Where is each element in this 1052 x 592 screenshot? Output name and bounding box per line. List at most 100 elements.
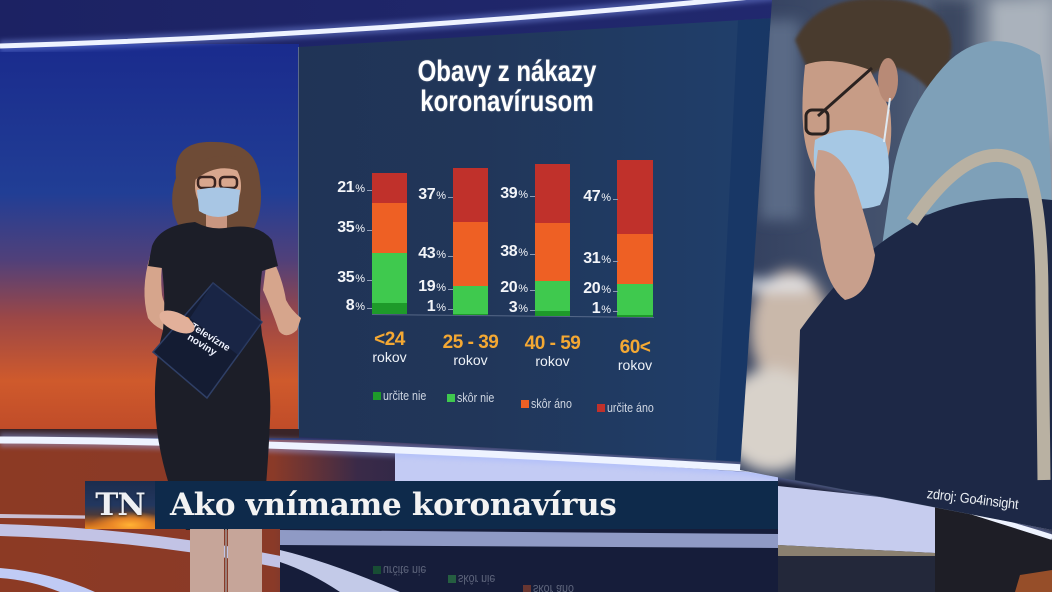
legend-item: skôr nie <box>447 391 503 405</box>
label-tick <box>530 254 535 256</box>
chart-title-line1: Obavy z nákazy <box>417 55 597 88</box>
chart-title-line2: koronavírusom <box>420 85 594 118</box>
category-label: 25 - 39 rokov <box>426 333 516 368</box>
value-number: 31 <box>583 249 601 267</box>
value-number: 39 <box>500 184 518 202</box>
channel-logo: TN <box>85 481 155 529</box>
label-tick <box>367 308 372 309</box>
bar-segment <box>453 168 488 223</box>
legend-swatch <box>373 566 381 574</box>
category-age: <24 <box>374 329 405 350</box>
bar-segment <box>372 203 407 253</box>
legend-item-reflection: skôr áno <box>523 582 583 592</box>
bar-segment <box>372 252 407 303</box>
category-label: <24 rokov <box>345 330 435 365</box>
legend-item-reflection: skôr nie <box>448 572 504 587</box>
percent-sign: % <box>355 223 365 236</box>
value-number: 1 <box>426 298 436 315</box>
legend-label: určite áno <box>607 400 654 415</box>
label-tick <box>530 195 535 197</box>
value-label: 47% <box>583 187 618 205</box>
category-age: 40 - 59 <box>524 333 581 354</box>
legend-label-reflection: skôr nie <box>458 572 496 587</box>
legend-item: skôr áno <box>521 397 581 411</box>
category-suffix: rokov <box>535 353 570 369</box>
value-number: 1 <box>591 300 601 317</box>
value-number: 47 <box>583 187 601 205</box>
value-label: 20% <box>583 281 618 297</box>
legend-item: určite nie <box>373 389 436 403</box>
headline-text: Ako vnímame koronavírus <box>170 487 617 523</box>
percent-sign: % <box>518 303 528 315</box>
label-tick <box>448 256 453 257</box>
value-number: 8 <box>345 297 355 314</box>
label-tick <box>367 190 372 192</box>
value-label: 39% <box>500 184 535 202</box>
value-number: 35 <box>337 268 355 286</box>
chart-title: Obavy z nákazy koronavírusom <box>395 57 618 117</box>
percent-sign: % <box>436 249 446 261</box>
percent-sign: % <box>518 188 528 201</box>
bar-segment <box>535 164 570 224</box>
label-tick <box>613 198 618 200</box>
value-number: 43 <box>418 245 436 262</box>
legend-item-reflection: určite nie <box>373 563 436 578</box>
category-label: 60< rokov <box>590 338 680 373</box>
bar-segment <box>453 222 488 286</box>
value-label: 1% <box>592 301 618 317</box>
legend-swatch <box>597 404 605 412</box>
label-tick <box>367 279 372 281</box>
legend-swatch <box>373 392 381 400</box>
value-label: 3% <box>509 300 535 316</box>
bar-segment <box>617 159 653 235</box>
bar-segment <box>372 302 407 314</box>
percent-sign: % <box>436 190 446 203</box>
percent-sign: % <box>355 272 365 285</box>
legend-label: určite nie <box>383 388 427 403</box>
label-tick <box>530 290 535 291</box>
category-age: 25 - 39 <box>442 332 499 353</box>
bar-segment <box>372 173 407 204</box>
legend-swatch <box>448 575 456 583</box>
category-suffix: rokov <box>372 349 407 365</box>
value-label: 21% <box>337 180 372 196</box>
percent-sign: % <box>355 183 365 196</box>
value-label: 1% <box>427 299 453 315</box>
percent-sign: % <box>601 284 611 296</box>
legend-item: určite áno <box>597 401 664 415</box>
value-label: 38% <box>500 244 535 260</box>
percent-sign: % <box>601 191 611 204</box>
bar-segment <box>617 234 653 284</box>
legend-swatch <box>521 400 529 408</box>
value-label: 8% <box>346 298 372 314</box>
value-number: 20 <box>500 279 518 296</box>
category-suffix: rokov <box>453 352 488 368</box>
category-age: 60< <box>619 337 651 358</box>
legend-swatch <box>523 585 531 592</box>
label-tick <box>367 230 372 232</box>
label-tick <box>448 289 453 290</box>
value-number: 38 <box>500 243 518 261</box>
legend-label: skôr nie <box>457 390 495 405</box>
value-label: 35% <box>337 220 372 236</box>
value-number: 37 <box>418 186 436 204</box>
bar-segment <box>535 223 570 282</box>
legend-label-reflection: určite nie <box>383 563 427 578</box>
value-label: 35% <box>337 268 372 286</box>
percent-sign: % <box>355 301 365 313</box>
value-label: 43% <box>418 246 453 262</box>
percent-sign: % <box>601 253 611 266</box>
legend-label: skôr áno <box>531 396 572 411</box>
label-tick <box>613 260 618 262</box>
label-tick <box>613 291 618 292</box>
label-tick <box>448 309 453 310</box>
legend-label-reflection: skôr áno <box>533 582 574 592</box>
legend-swatch <box>447 394 455 402</box>
bar-segment <box>617 315 653 317</box>
label-tick <box>530 310 535 311</box>
bar-segment <box>617 283 653 316</box>
